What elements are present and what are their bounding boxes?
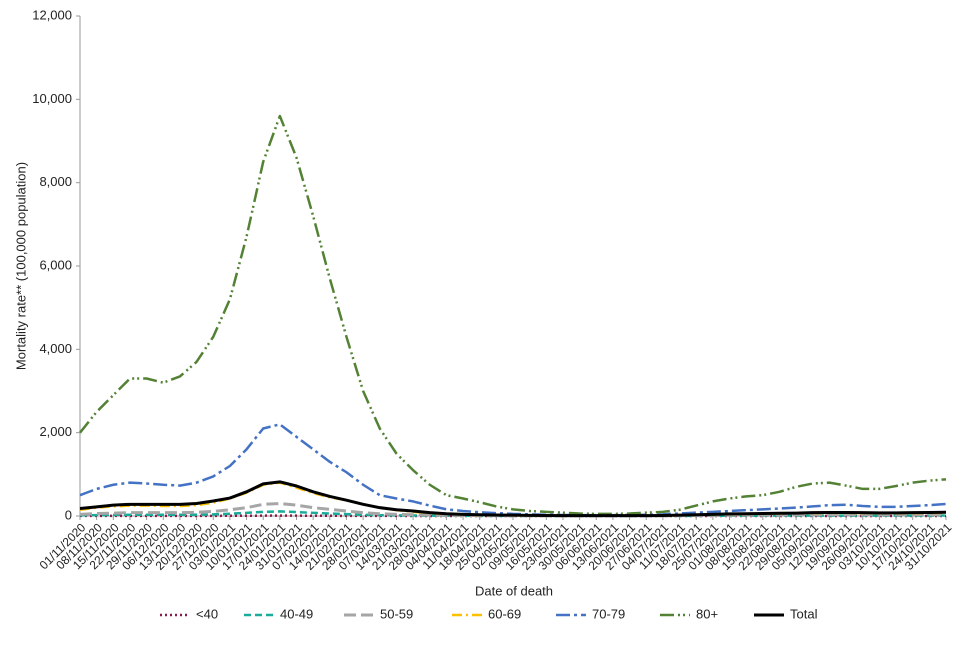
y-tick-label: 4,000 [39, 341, 72, 356]
legend-label: 60-69 [488, 606, 521, 621]
legend-label: 50-59 [380, 606, 413, 621]
legend-label: 80+ [696, 606, 718, 621]
legend-label: 70-79 [592, 606, 625, 621]
legend-label: <40 [196, 606, 218, 621]
series-line [80, 116, 946, 514]
y-tick-label: 6,000 [39, 257, 72, 272]
y-axis-label: Mortality rate** (100,000 population) [13, 162, 28, 370]
y-tick-label: 8,000 [39, 174, 72, 189]
y-tick-label: 12,000 [32, 7, 72, 22]
y-tick-label: 0 [65, 507, 72, 522]
y-tick-label: 10,000 [32, 91, 72, 106]
x-axis-label: Date of death [475, 583, 553, 598]
legend-label: Total [790, 606, 818, 621]
y-tick-label: 2,000 [39, 424, 72, 439]
legend-label: 40-49 [280, 606, 313, 621]
